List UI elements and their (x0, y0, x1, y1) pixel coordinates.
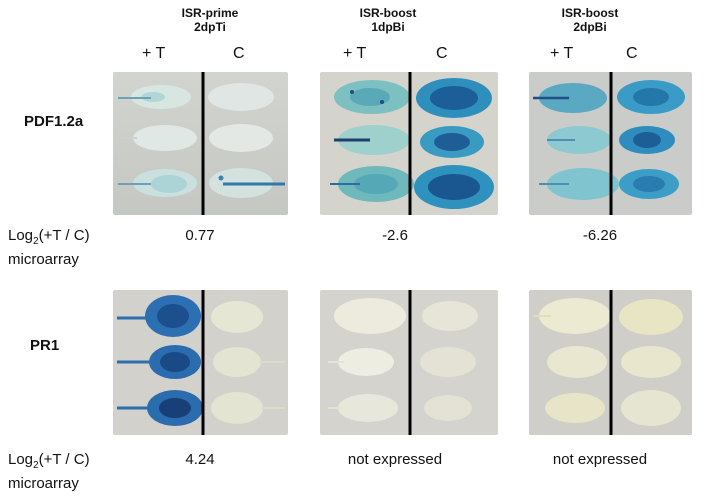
control-label: C (436, 45, 448, 62)
log-ratio-label: Log2(+T / C) microarray (8, 227, 90, 269)
gene-label-pr1: PR1 (30, 337, 60, 354)
treated-label: + T (142, 45, 166, 62)
gus-stain-photo-pr1-prime (113, 290, 288, 435)
column-header-3: ISR-boost 2dpBi (530, 6, 650, 34)
column-title-line1: ISR-boost (359, 6, 417, 20)
log-value-pdf12a-prime: 0.77 (185, 227, 215, 244)
column-header-2: ISR-boost 1dpBi (328, 6, 448, 34)
gus-stain-photo-pr1-boost-2dpbi (529, 290, 692, 435)
log-subscript: 2 (33, 460, 39, 471)
column-title-line2: 1dpBi (371, 20, 405, 34)
gus-stain-photo-pdf12a-prime (113, 72, 288, 215)
column-title-line2: 2dpTi (194, 20, 226, 34)
column-title-line2: 2dpBi (573, 20, 607, 34)
log-subscript: 2 (33, 236, 39, 247)
log-ratio-label: Log2(+T / C) microarray (8, 451, 90, 493)
log-value-pdf12a-boost-2dpbi: -6.26 (582, 227, 618, 244)
treated-label: + T (343, 45, 367, 62)
gus-stain-photo-pdf12a-boost-2dpbi (529, 72, 692, 215)
log-suffix: (+T / C) (38, 451, 90, 468)
log-value-pr1-boost-1dpbi: not expressed (347, 451, 443, 468)
gus-stain-photo-pdf12a-boost-1dpbi (320, 72, 498, 215)
log-prefix: Log (8, 227, 34, 244)
log-suffix: (+T / C) (38, 227, 90, 244)
log-prefix: Log (8, 451, 34, 468)
gene-label-pdf12a: PDF1.2a (24, 113, 84, 130)
column-title-line1: ISR-prime (181, 6, 239, 20)
log-value-pr1-prime: 4.24 (185, 451, 215, 468)
gus-stain-photo-pr1-boost-1dpbi (320, 290, 498, 435)
log-value-pr1-boost-2dpbi: not expressed (552, 451, 648, 468)
control-label: C (233, 45, 245, 62)
column-title-line1: ISR-boost (561, 6, 619, 20)
log-method: microarray (8, 251, 79, 268)
log-method: microarray (8, 475, 79, 492)
log-value-pdf12a-boost-1dpbi: -2.6 (382, 227, 408, 244)
control-label: C (626, 45, 638, 62)
treated-label: + T (550, 45, 574, 62)
column-header-1: ISR-prime 2dpTi (150, 6, 270, 34)
